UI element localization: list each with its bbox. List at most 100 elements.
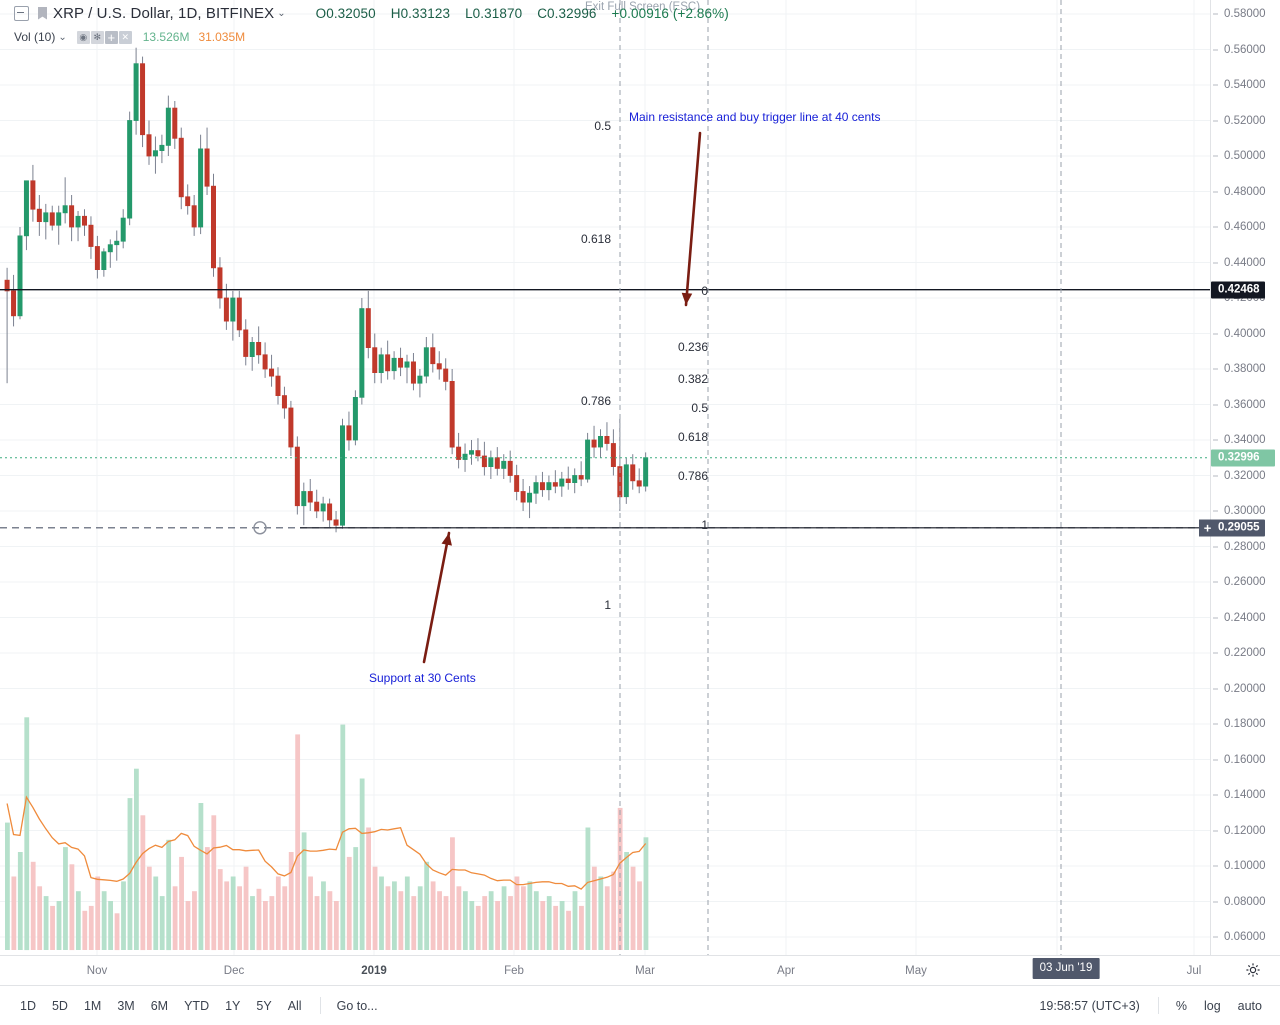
time-tick-label: Jul [1186, 965, 1202, 977]
price-tick-label: 0.36000 [1224, 398, 1266, 411]
time-tick-label: 2019 [361, 965, 387, 977]
price-tick-mark [1213, 865, 1218, 867]
fib-label-right-0-382: 0.382 [677, 372, 708, 386]
timeframe-ytd[interactable]: YTD [184, 998, 210, 1013]
time-tick-label: May [905, 965, 927, 977]
time-axis-gear-icon[interactable] [1245, 962, 1261, 978]
price-tick-mark [1213, 226, 1218, 228]
price-tick-label: 0.50000 [1224, 150, 1266, 162]
arrow-support [422, 531, 452, 664]
price-tick-label: 0.34000 [1224, 434, 1266, 446]
price-tick-label: 0.26000 [1224, 576, 1266, 588]
time-tick-label: Dec [223, 965, 245, 977]
price-axis[interactable]: 0.58000 0.56000 0.54000 0.52000 0.50000 0.480… [1199, 0, 1280, 955]
price-tick-mark [1213, 830, 1218, 831]
price-tick-mark [1213, 439, 1218, 441]
bottom-toolbar: 1D 5D 1M 3M 6M YTD 1Y 5Y All Go to... 19:58:57 (… [0, 985, 1280, 1024]
timeframe-5y[interactable]: 5Y [256, 998, 272, 1013]
price-tick-mark [1213, 13, 1218, 15]
fib-label-right-0-618: 0.618 [677, 430, 708, 444]
annotation-resistance: Main resistance and buy trigger line at … [629, 110, 881, 124]
price-tick-mark [1213, 546, 1218, 547]
fib-vertical-lines [619, 0, 1062, 955]
fib-label-left-0-618: 0.618 [580, 232, 611, 246]
crosshair-plus-icon[interactable]: + [1199, 519, 1216, 537]
timeframe-all[interactable]: All [287, 998, 302, 1013]
divider-2 [1157, 997, 1159, 1014]
fib-label-right-0-236: 0.236 [677, 340, 708, 354]
fib-label-right-0-786: 0.786 [677, 469, 708, 483]
time-axis[interactable]: Nov Dec 2019 Feb Mar Apr May Jul 03 Jun '19 [0, 955, 1280, 985]
price-tick-label: 0.08000 [1224, 895, 1266, 908]
fib-label-left-0-5: 0.5 [594, 119, 611, 133]
timeframe-6m[interactable]: 6M [150, 998, 169, 1013]
price-tick-label: 0.58000 [1224, 8, 1266, 20]
auto-scale-button[interactable]: auto [1237, 998, 1262, 1013]
volume-series [5, 717, 649, 951]
horizontal-lines [0, 289, 1210, 535]
fib-label-left-0-786: 0.786 [580, 394, 611, 408]
go-to-button[interactable]: Go to... [336, 998, 378, 1013]
price-tick-mark [1213, 688, 1218, 689]
price-tick-label: 0.32000 [1224, 469, 1266, 482]
price-tick-mark [1213, 333, 1218, 334]
bottom-toolbar-inner: 1D 5D 1M 3M 6M YTD 1Y 5Y All Go to... 19:58:57 (… [0, 986, 1280, 1025]
price-tick-mark [1213, 262, 1218, 263]
price-badge-last[interactable]: 0.32996 [1211, 449, 1275, 467]
chart-canvas[interactable] [0, 0, 1210, 955]
price-tick-label: 0.20000 [1224, 682, 1266, 695]
price-tick-mark [1213, 155, 1218, 157]
price-tick-label: 0.16000 [1224, 753, 1266, 766]
candlestick-series [4, 47, 649, 533]
log-scale-button[interactable]: log [1203, 998, 1221, 1013]
volume-ma-line [6, 795, 647, 890]
price-tick-mark [1213, 581, 1218, 583]
fib-label-right-1: 1 [701, 518, 708, 532]
chart-svg [0, 0, 1210, 955]
timeframe-3m[interactable]: 3M [117, 998, 135, 1013]
price-tick-mark [1213, 759, 1218, 760]
time-tick-label: Nov [86, 965, 108, 977]
timeframe-5d[interactable]: 5D [51, 998, 68, 1013]
price-tick-mark [1213, 723, 1218, 725]
price-tick-label: 0.18000 [1224, 718, 1266, 730]
price-tick-mark [1213, 368, 1218, 370]
timeframe-1y[interactable]: 1Y [225, 998, 241, 1013]
annotation-support: Support at 30 Cents [369, 671, 476, 685]
percent-scale-button[interactable]: % [1175, 998, 1187, 1013]
fib-label-left-0: 0 [701, 284, 708, 298]
price-badge-crosshair[interactable]: 0.29055 + [1199, 519, 1265, 537]
annotation-arrows [422, 131, 702, 664]
price-badge-resistance[interactable]: 0.42468 [1211, 281, 1265, 299]
price-tick-mark [1213, 936, 1218, 938]
price-tick-label: 0.48000 [1224, 185, 1266, 198]
time-tick-label: Apr [777, 965, 795, 977]
price-tick-mark [1213, 901, 1218, 902]
price-tick-mark [1213, 652, 1218, 654]
price-tick-label: 0.56000 [1224, 43, 1266, 56]
price-tick-label: 0.38000 [1224, 363, 1266, 375]
price-tick-mark [1213, 84, 1218, 86]
timeframe-1m[interactable]: 1M [83, 998, 102, 1013]
price-tick-label: 0.46000 [1224, 221, 1266, 233]
price-tick-mark [1213, 191, 1218, 192]
timeframe-1d[interactable]: 1D [20, 998, 36, 1013]
price-tick-label: 0.52000 [1224, 114, 1266, 127]
price-tick-mark [1213, 475, 1218, 476]
price-tick-mark [1213, 794, 1218, 796]
clock-label: 19:58:57 (UTC+3) [1039, 998, 1140, 1013]
price-tick-label: 0.54000 [1224, 79, 1266, 91]
fib-label-right-0-5: 0.5 [691, 401, 708, 415]
timeframe-list: 1D 5D 1M 3M 6M YTD 1Y 5Y All [0, 999, 318, 1013]
price-tick-mark [1213, 510, 1218, 512]
price-tick-mark [1213, 617, 1218, 618]
price-tick-label: 0.24000 [1224, 611, 1266, 624]
price-tick-label: 0.44000 [1224, 256, 1266, 269]
price-tick-label: 0.12000 [1224, 824, 1266, 837]
price-tick-label: 0.28000 [1224, 540, 1266, 553]
time-tick-label: Feb [504, 965, 524, 977]
arrow-resistance [681, 131, 702, 307]
fib-label-left-1: 1 [604, 598, 611, 612]
time-badge-crosshair[interactable]: 03 Jun '19 [1032, 958, 1100, 979]
